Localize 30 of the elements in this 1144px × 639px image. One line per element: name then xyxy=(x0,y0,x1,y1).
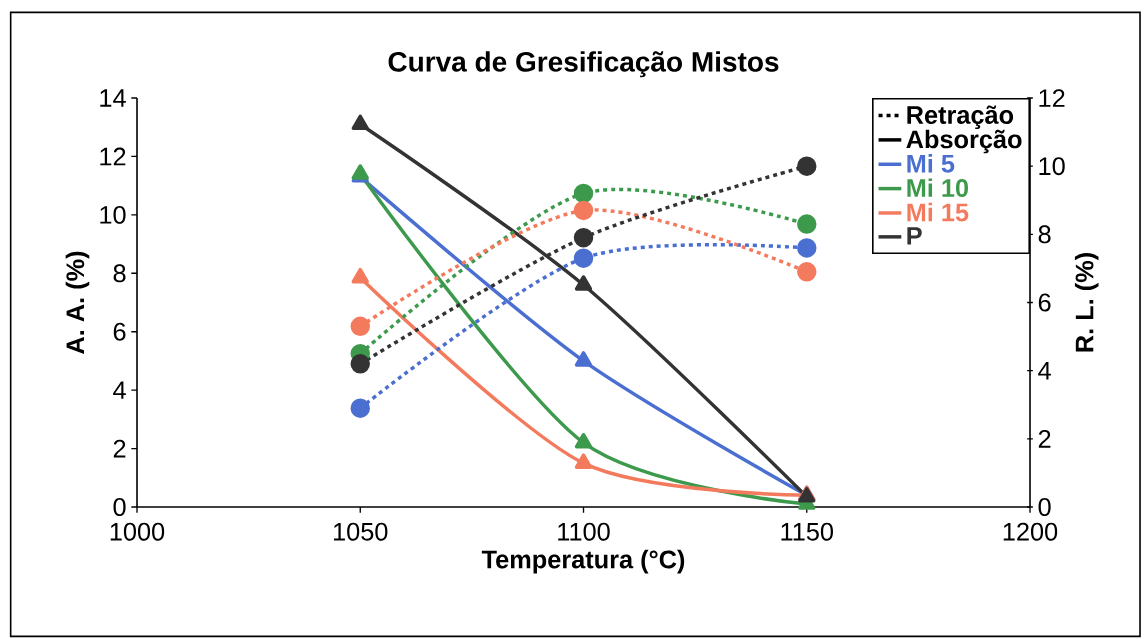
legend-label: Mi 10 xyxy=(907,178,968,198)
y-tick-label: 8 xyxy=(113,264,126,283)
y-tick-label: 10 xyxy=(100,205,126,224)
y2-tick-label: 4 xyxy=(1038,361,1051,380)
y-tick-label: 2 xyxy=(113,439,126,458)
legend-label: P xyxy=(907,227,922,245)
x-tick-label: 1200 xyxy=(1003,522,1058,541)
y2-tick-label: 2 xyxy=(1038,429,1051,448)
y2-tick-label: 6 xyxy=(1038,293,1051,312)
x-tick-label: 1150 xyxy=(781,522,833,541)
y-axis-title: A. A. (%) xyxy=(65,251,90,354)
x-axis-title: Temperatura (°C) xyxy=(481,549,685,574)
y-tick-label: 6 xyxy=(113,322,126,341)
y-tick-label: 12 xyxy=(100,147,126,166)
y2-tick-label: 12 xyxy=(1039,89,1065,107)
y2-tick-label: 8 xyxy=(1038,225,1051,244)
y-tick-label: 14 xyxy=(100,89,126,107)
x-tick-label: 1000 xyxy=(110,522,165,541)
x-tick-label: 1100 xyxy=(558,522,610,541)
annotation: Absorção xyxy=(906,129,1022,154)
legend-label: Mi 5 xyxy=(907,154,955,173)
y-tick-label: 4 xyxy=(113,381,126,399)
annotation: Retração xyxy=(907,105,1014,129)
legend-label: Mi 15 xyxy=(907,202,969,222)
x-tick-label: 1050 xyxy=(334,522,388,541)
chart-title: Curva de Gresificação Mistos xyxy=(388,51,779,78)
y2-axis-title: R. L. (%) xyxy=(1074,253,1099,352)
y-tick-label: 0 xyxy=(113,498,126,516)
y2-tick-label: 10 xyxy=(1039,157,1065,176)
y2-tick-label: 0 xyxy=(1038,498,1051,516)
